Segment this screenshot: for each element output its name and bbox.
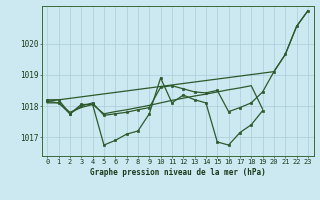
X-axis label: Graphe pression niveau de la mer (hPa): Graphe pression niveau de la mer (hPa) [90,168,266,177]
